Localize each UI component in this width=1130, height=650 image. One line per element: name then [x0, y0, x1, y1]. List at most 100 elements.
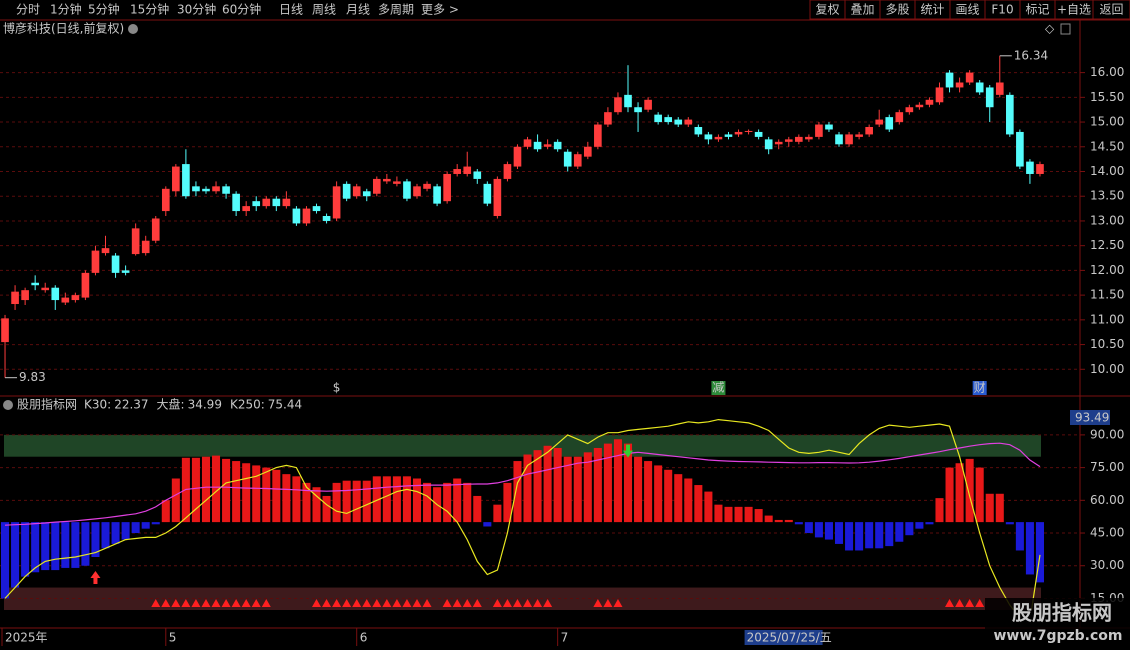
dropdown-icon[interactable] [3, 400, 13, 410]
bar [593, 447, 602, 523]
y-tick-label: 10.00 [1090, 362, 1124, 376]
toolbar-button[interactable]: 画线 [955, 3, 979, 17]
bar [965, 458, 974, 523]
candle-body [292, 208, 301, 224]
toolbar-button[interactable]: F10 [991, 3, 1013, 17]
y-tick-label: 11.00 [1090, 312, 1124, 326]
bar [573, 456, 582, 523]
candle-body [604, 112, 612, 125]
signal-marker [412, 599, 422, 607]
candle-body [754, 131, 763, 137]
candle-body [845, 134, 853, 145]
bar [724, 506, 733, 523]
bar [302, 482, 311, 523]
toolbar-button-box[interactable] [1092, 0, 1130, 20]
bar [41, 522, 50, 571]
candle-body [985, 87, 994, 108]
candle-body [342, 183, 351, 199]
bar [834, 522, 844, 544]
legend-name: 大盘: [157, 397, 185, 412]
legend-name: K30: [84, 398, 111, 412]
signal-marker [965, 599, 975, 607]
candle-body [81, 272, 90, 298]
bar [91, 522, 100, 558]
candle-body [91, 250, 100, 273]
signal-marker [251, 599, 261, 607]
bar [704, 491, 713, 523]
toolbar-tab[interactable]: 5分钟 [88, 2, 120, 17]
candle-body [61, 297, 70, 303]
zone [4, 434, 1041, 457]
bar [684, 478, 693, 523]
y-tick-label: 12.50 [1090, 238, 1124, 252]
candle-body [222, 186, 230, 194]
event-label: 减 [712, 381, 724, 395]
cursor-label: 2025/07/25/五 [747, 631, 832, 645]
toolbar-button[interactable]: +自选 [1057, 3, 1091, 17]
bar [101, 522, 110, 549]
candle-body [141, 240, 150, 254]
candle-body [583, 146, 592, 157]
event-label: 财 [974, 381, 986, 395]
bar [1035, 522, 1044, 583]
candle-body [955, 82, 964, 88]
signal-marker [201, 599, 211, 607]
bar [222, 458, 231, 523]
toolbar-button[interactable]: 多股 [885, 3, 909, 17]
bar [332, 482, 341, 523]
toolbar-tab[interactable]: 多周期 [378, 3, 414, 17]
bar [794, 522, 803, 525]
bar [141, 522, 150, 529]
signal-marker [362, 599, 372, 607]
signal-marker [191, 599, 201, 607]
dropdown-icon[interactable] [128, 24, 138, 34]
toolbar-tab[interactable]: 更多 > [421, 3, 459, 17]
signal-marker [221, 599, 231, 607]
candle-body [433, 186, 441, 204]
candle-body [915, 104, 924, 108]
toolbar-button[interactable]: 统计 [920, 3, 944, 17]
candle-body [734, 131, 743, 135]
candle-body [393, 181, 401, 184]
bar [905, 522, 914, 536]
candle-body [322, 216, 331, 221]
toolbar-button[interactable]: 复权 [815, 3, 839, 17]
toolbar-tab[interactable]: 15分钟 [130, 2, 169, 17]
toolbar-tab[interactable]: 60分钟 [222, 2, 261, 17]
candle-body [383, 178, 391, 182]
candle-body [41, 287, 50, 291]
y-tick-label: 16.00 [1090, 65, 1124, 79]
signal-marker [261, 599, 271, 607]
candle-body [443, 173, 451, 202]
bar [412, 478, 422, 523]
candle-body [875, 119, 884, 125]
candle-body [453, 169, 462, 174]
toolbar-tab[interactable]: 1分钟 [50, 2, 82, 17]
bar [603, 443, 612, 523]
toolbar-tab[interactable]: 月线 [346, 3, 370, 17]
candle-body [151, 218, 160, 241]
toolbar-tab[interactable]: 分时 [16, 3, 40, 17]
toolbar-tab[interactable]: 日线 [279, 3, 303, 17]
toolbar-button[interactable]: 返回 [1099, 3, 1123, 17]
candle-body [835, 134, 843, 145]
toolbar-button[interactable]: 叠加 [850, 3, 874, 17]
candle-body [252, 201, 261, 207]
candle-body [865, 127, 873, 135]
event-box [972, 381, 987, 395]
bar [161, 500, 170, 523]
x-tick-label: 5 [169, 631, 177, 645]
bar [845, 522, 854, 551]
toolbar-tab[interactable]: 30分钟 [177, 2, 216, 17]
indicator-title: 股朋指标网 [17, 397, 77, 412]
icon[interactable] [1060, 23, 1071, 35]
bar [312, 487, 321, 523]
toolbar-tab[interactable]: 周线 [312, 3, 336, 17]
bar [121, 522, 130, 540]
candle-body [784, 139, 793, 142]
toolbar-button[interactable]: 标记 [1025, 3, 1049, 17]
icon[interactable]: ◇ [1045, 22, 1055, 36]
bar [523, 454, 532, 523]
candle-body [594, 124, 602, 147]
bar [664, 469, 673, 523]
